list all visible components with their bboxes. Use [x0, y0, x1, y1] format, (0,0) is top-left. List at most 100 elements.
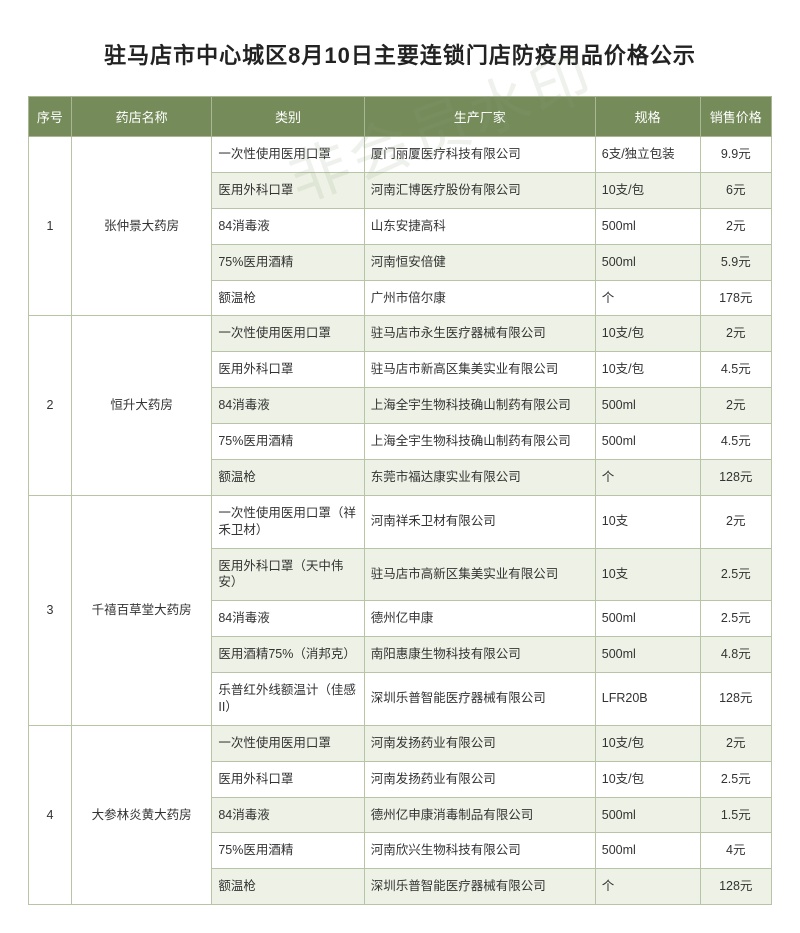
col-index: 序号 [29, 97, 72, 137]
cell-manufacturer: 河南发扬药业有限公司 [364, 725, 595, 761]
col-manufacturer: 生产厂家 [364, 97, 595, 137]
cell-manufacturer: 河南发扬药业有限公司 [364, 761, 595, 797]
cell-category: 医用酒精75%（消邦克） [212, 637, 364, 673]
cell-spec: 500ml [595, 797, 700, 833]
cell-category: 一次性使用医用口罩（祥禾卫材） [212, 495, 364, 548]
cell-spec: 500ml [595, 601, 700, 637]
cell-category: 额温枪 [212, 280, 364, 316]
cell-category: 一次性使用医用口罩 [212, 137, 364, 173]
cell-manufacturer: 广州市倍尔康 [364, 280, 595, 316]
cell-price: 128元 [700, 459, 771, 495]
cell-category: 75%医用酒精 [212, 244, 364, 280]
cell-manufacturer: 东莞市福达康实业有限公司 [364, 459, 595, 495]
cell-manufacturer: 上海全宇生物科技确山制药有限公司 [364, 424, 595, 460]
cell-category: 医用外科口罩 [212, 172, 364, 208]
cell-price: 178元 [700, 280, 771, 316]
cell-spec: 10支/包 [595, 725, 700, 761]
cell-manufacturer: 德州亿申康消毒制品有限公司 [364, 797, 595, 833]
cell-manufacturer: 厦门丽厦医疗科技有限公司 [364, 137, 595, 173]
cell-index: 4 [29, 725, 72, 904]
cell-category: 75%医用酒精 [212, 833, 364, 869]
cell-category: 医用外科口罩（天中伟安） [212, 548, 364, 601]
cell-manufacturer: 深圳乐普智能医疗器械有限公司 [364, 869, 595, 905]
col-price: 销售价格 [700, 97, 771, 137]
cell-manufacturer: 河南欣兴生物科技有限公司 [364, 833, 595, 869]
cell-manufacturer: 驻马店市永生医疗器械有限公司 [364, 316, 595, 352]
cell-manufacturer: 山东安捷高科 [364, 208, 595, 244]
cell-spec: 500ml [595, 424, 700, 460]
cell-manufacturer: 河南汇博医疗股份有限公司 [364, 172, 595, 208]
cell-pharmacy: 张仲景大药房 [71, 137, 212, 316]
page-title: 驻马店市中心城区8月10日主要连锁门店防疫用品价格公示 [28, 20, 772, 96]
cell-price: 2元 [700, 495, 771, 548]
cell-spec: 10支/包 [595, 761, 700, 797]
cell-price: 128元 [700, 673, 771, 726]
cell-price: 2元 [700, 725, 771, 761]
cell-spec: 个 [595, 280, 700, 316]
table-body: 1张仲景大药房一次性使用医用口罩厦门丽厦医疗科技有限公司6支/独立包装9.9元医… [29, 137, 772, 905]
cell-price: 2.5元 [700, 601, 771, 637]
cell-category: 84消毒液 [212, 797, 364, 833]
table-row: 1张仲景大药房一次性使用医用口罩厦门丽厦医疗科技有限公司6支/独立包装9.9元 [29, 137, 772, 173]
cell-spec: 500ml [595, 244, 700, 280]
table-header-row: 序号 药店名称 类别 生产厂家 规格 销售价格 [29, 97, 772, 137]
cell-spec: 10支/包 [595, 316, 700, 352]
table-row: 2恒升大药房一次性使用医用口罩驻马店市永生医疗器械有限公司10支/包2元 [29, 316, 772, 352]
page-container: 非会员水印 驻马店市中心城区8月10日主要连锁门店防疫用品价格公示 序号 药店名… [0, 0, 800, 933]
cell-category: 乐普红外线额温计（佳感II） [212, 673, 364, 726]
cell-price: 4.5元 [700, 352, 771, 388]
cell-price: 128元 [700, 869, 771, 905]
cell-category: 84消毒液 [212, 388, 364, 424]
cell-index: 2 [29, 316, 72, 495]
cell-price: 6元 [700, 172, 771, 208]
cell-spec: 10支 [595, 548, 700, 601]
cell-spec: 10支/包 [595, 172, 700, 208]
cell-index: 3 [29, 495, 72, 725]
cell-manufacturer: 德州亿申康 [364, 601, 595, 637]
cell-price: 1.5元 [700, 797, 771, 833]
cell-category: 一次性使用医用口罩 [212, 725, 364, 761]
cell-spec: 6支/独立包装 [595, 137, 700, 173]
table-row: 3千禧百草堂大药房一次性使用医用口罩（祥禾卫材）河南祥禾卫材有限公司10支2元 [29, 495, 772, 548]
cell-price: 4元 [700, 833, 771, 869]
cell-price: 2元 [700, 388, 771, 424]
cell-category: 医用外科口罩 [212, 352, 364, 388]
cell-spec: 10支 [595, 495, 700, 548]
cell-category: 一次性使用医用口罩 [212, 316, 364, 352]
cell-category: 额温枪 [212, 869, 364, 905]
cell-manufacturer: 上海全宇生物科技确山制药有限公司 [364, 388, 595, 424]
cell-spec: 10支/包 [595, 352, 700, 388]
cell-price: 9.9元 [700, 137, 771, 173]
cell-category: 额温枪 [212, 459, 364, 495]
cell-spec: 500ml [595, 637, 700, 673]
cell-pharmacy: 千禧百草堂大药房 [71, 495, 212, 725]
cell-manufacturer: 河南恒安倍健 [364, 244, 595, 280]
cell-category: 84消毒液 [212, 208, 364, 244]
table-row: 4大参林炎黄大药房一次性使用医用口罩河南发扬药业有限公司10支/包2元 [29, 725, 772, 761]
cell-spec: 500ml [595, 833, 700, 869]
cell-category: 75%医用酒精 [212, 424, 364, 460]
cell-spec: 500ml [595, 388, 700, 424]
cell-price: 2元 [700, 208, 771, 244]
cell-manufacturer: 驻马店市高新区集美实业有限公司 [364, 548, 595, 601]
cell-manufacturer: 驻马店市新高区集美实业有限公司 [364, 352, 595, 388]
cell-spec: 个 [595, 869, 700, 905]
cell-category: 医用外科口罩 [212, 761, 364, 797]
cell-price: 4.5元 [700, 424, 771, 460]
cell-price: 4.8元 [700, 637, 771, 673]
cell-pharmacy: 大参林炎黄大药房 [71, 725, 212, 904]
cell-category: 84消毒液 [212, 601, 364, 637]
cell-price: 2.5元 [700, 761, 771, 797]
cell-manufacturer: 南阳惠康生物科技有限公司 [364, 637, 595, 673]
col-spec: 规格 [595, 97, 700, 137]
col-pharmacy: 药店名称 [71, 97, 212, 137]
col-category: 类别 [212, 97, 364, 137]
cell-price: 5.9元 [700, 244, 771, 280]
cell-spec: LFR20B [595, 673, 700, 726]
cell-price: 2元 [700, 316, 771, 352]
cell-pharmacy: 恒升大药房 [71, 316, 212, 495]
cell-index: 1 [29, 137, 72, 316]
cell-manufacturer: 河南祥禾卫材有限公司 [364, 495, 595, 548]
price-table: 序号 药店名称 类别 生产厂家 规格 销售价格 1张仲景大药房一次性使用医用口罩… [28, 96, 772, 905]
cell-price: 2.5元 [700, 548, 771, 601]
